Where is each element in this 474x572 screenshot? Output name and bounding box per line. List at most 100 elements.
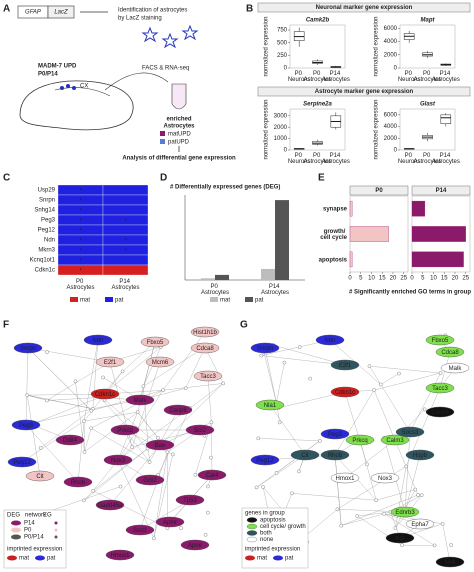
- node-label: Fbxo5: [147, 340, 164, 346]
- heatmap-cell: [102, 184, 149, 196]
- network-node: [440, 362, 470, 374]
- network-node: [95, 356, 125, 368]
- node-label: Tacc3: [200, 374, 216, 380]
- y-tick-label: 750: [277, 28, 288, 34]
- x-tick-label: 5: [421, 276, 425, 282]
- network-node: [339, 523, 344, 528]
- network-node: [297, 345, 302, 349]
- y-tick-label: 2000: [384, 136, 398, 142]
- network-edge: [117, 412, 138, 461]
- x-tick-label: P0 Astrocytes: [303, 71, 331, 83]
- facet-header: [411, 185, 471, 196]
- network-node: [449, 543, 454, 547]
- legend-label: P0/P14: [24, 535, 44, 541]
- legend-label: mat: [80, 298, 90, 304]
- gene-label: Peg12: [38, 228, 56, 234]
- network-node: [118, 484, 123, 489]
- network-node: [165, 450, 170, 454]
- node-label: Snrpn: [257, 346, 273, 352]
- chart-title: Glast: [420, 102, 436, 108]
- legend-swatch: [11, 534, 21, 540]
- network-node: [400, 543, 404, 547]
- section-title: Neuronal marker gene expression: [316, 5, 413, 11]
- network-node: [145, 439, 175, 451]
- column-label: P0 Astrocytes: [66, 279, 94, 291]
- chart-title: Mapt: [421, 18, 436, 24]
- network-node: [25, 470, 55, 482]
- arrow: [104, 72, 169, 91]
- node-label: Casp8: [431, 410, 449, 416]
- network-node: [193, 472, 198, 477]
- network-edge: [369, 365, 441, 374]
- tube: [171, 83, 187, 110]
- network-node: [419, 493, 424, 497]
- network-node: [413, 487, 418, 492]
- node-label: Aplnr: [163, 520, 177, 526]
- bar: [275, 200, 289, 280]
- legend-label: both: [260, 531, 272, 537]
- node-label: Apoe: [188, 543, 203, 549]
- x-tick-label: P0 Neurons: [398, 153, 421, 165]
- significance: *: [79, 269, 82, 275]
- network-edge: [344, 391, 368, 465]
- legend-label: mat: [19, 556, 29, 562]
- node-label: Malk: [449, 366, 463, 372]
- network-node: [372, 388, 376, 393]
- significance: *: [79, 259, 82, 265]
- network-node: [179, 526, 183, 530]
- network-node: [380, 434, 410, 446]
- network-edge: [380, 373, 400, 385]
- network-node: [110, 424, 140, 436]
- network-node: [297, 469, 301, 474]
- bar: [261, 268, 275, 280]
- gene-label: Cdkn1c: [35, 268, 55, 274]
- x-tick-label: P0 Astrocytes: [201, 284, 229, 296]
- network-node: [440, 521, 445, 526]
- network-edge: [93, 490, 168, 529]
- network-node: [103, 454, 133, 466]
- network-node: [125, 524, 155, 536]
- node-label: Peg12: [256, 458, 274, 464]
- network-node: [89, 426, 93, 431]
- section-header: [257, 2, 471, 13]
- network-node: [89, 408, 94, 413]
- network-edge: [153, 454, 173, 539]
- x-axis-label: # Significantly enriched GO terms in gro…: [349, 290, 471, 296]
- network-edge: [149, 409, 179, 463]
- gene-label: Snrpn: [39, 198, 55, 204]
- y-tick-label: 0: [394, 66, 398, 72]
- panel-label: C: [3, 173, 10, 184]
- network-edge: [256, 440, 320, 488]
- node-label: Cit: [301, 453, 309, 459]
- legend-swatch: [160, 131, 165, 136]
- legend-swatch: [11, 527, 21, 533]
- network-node: [330, 359, 360, 371]
- legend-swatch: [246, 536, 258, 543]
- cortex-line: [54, 87, 111, 97]
- network-edge: [27, 395, 41, 477]
- x-tick-label: 25: [400, 276, 407, 282]
- facet-header: [349, 185, 409, 196]
- node-label: Tp53: [183, 498, 197, 504]
- legend-label: pat: [285, 556, 294, 562]
- network-node: [405, 449, 435, 461]
- legend-label: matUPD: [168, 132, 191, 138]
- legend-swatch: [245, 297, 253, 302]
- heatmap-cell: [102, 224, 149, 236]
- node-label: Cdkn1c: [95, 392, 115, 398]
- network-edge: [91, 428, 150, 463]
- legend-label: none: [260, 537, 274, 543]
- node-label: Rhob: [328, 453, 343, 459]
- network-node: [197, 469, 227, 481]
- gene-label: Peg3: [41, 218, 56, 224]
- network-node: [130, 445, 134, 449]
- node-label: Nox3: [111, 458, 126, 464]
- legend-header: DEG: [7, 513, 20, 519]
- network-node: [180, 539, 210, 551]
- node-label: Gadd45a: [98, 503, 123, 509]
- node-label: Ndn: [92, 338, 103, 344]
- network-node: [209, 455, 213, 460]
- network-node: [432, 543, 437, 548]
- gene-label: Ndn: [44, 238, 55, 244]
- node-label: Nla1: [264, 403, 277, 409]
